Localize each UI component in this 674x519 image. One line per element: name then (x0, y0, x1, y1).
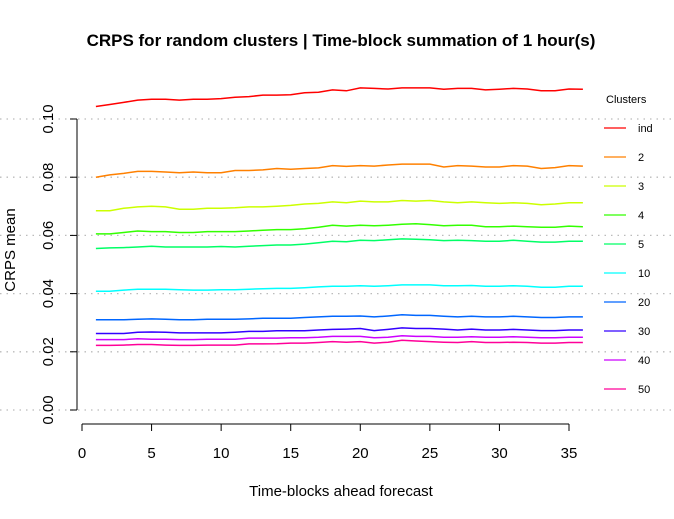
x-tick-label: 30 (491, 445, 508, 462)
legend-label-50: 50 (638, 384, 650, 396)
x-tick-label: 5 (147, 445, 155, 462)
y-axis-label: CRPS mean (2, 208, 19, 291)
series-line-5 (95, 238, 583, 250)
y-tick-label: 0.02 (40, 337, 57, 366)
chart-title: CRPS for random clusters | Time-block su… (87, 31, 596, 50)
legend-label-2: 2 (638, 152, 644, 164)
legend-label-5: 5 (638, 239, 644, 251)
legend-label-20: 20 (638, 297, 650, 309)
y-tick-label: 0.06 (40, 221, 57, 250)
legend-label-40: 40 (638, 355, 650, 367)
data-series (95, 87, 583, 347)
y-tick-label: 0.00 (40, 395, 57, 424)
y-tick-label: 0.04 (40, 279, 57, 308)
series-line-3 (95, 199, 583, 212)
axes: 0.00 0.02 0.04 0.06 0.08 0.10 0 5 10 15 20 25 30 35 (40, 104, 577, 462)
series-line-10 (95, 284, 583, 293)
x-tick-label: 0 (78, 445, 86, 462)
legend-title: Clusters (606, 94, 647, 106)
gridlines (0, 118, 674, 411)
series-line-2 (95, 163, 583, 178)
series-line-ind (95, 87, 583, 108)
legend: Clusters ind 2 3 4 5 10 20 30 40 50 (604, 94, 653, 396)
legend-label-30: 30 (638, 326, 650, 338)
series-line-4 (95, 223, 583, 235)
y-tick-label: 0.10 (40, 104, 57, 133)
x-tick-label: 10 (213, 445, 230, 462)
x-tick-label: 15 (282, 445, 299, 462)
x-tick-label: 25 (422, 445, 439, 462)
series-line-30 (95, 327, 583, 335)
y-tick-label: 0.08 (40, 163, 57, 192)
x-tick-label: 20 (352, 445, 369, 462)
legend-label-4: 4 (638, 210, 644, 222)
series-line-50 (95, 339, 583, 347)
series-line-40 (95, 335, 583, 341)
series-line-20 (95, 314, 583, 321)
legend-label-10: 10 (638, 268, 650, 280)
x-axis-label: Time-blocks ahead forecast (249, 483, 434, 500)
legend-label-3: 3 (638, 181, 644, 193)
legend-label-ind: ind (638, 123, 653, 135)
x-tick-label: 35 (561, 445, 578, 462)
